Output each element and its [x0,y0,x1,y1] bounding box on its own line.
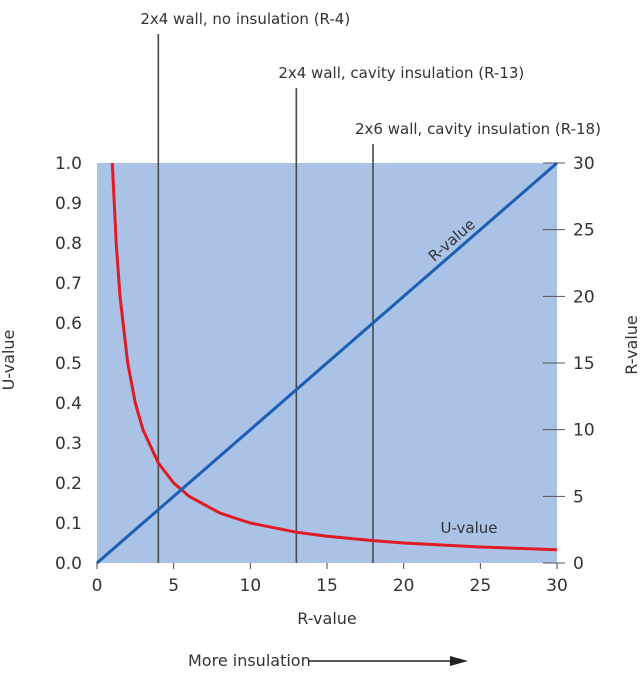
marker-label: 2x6 wall, cavity insulation (R-18) [355,120,601,138]
x-tick-label: 0 [92,576,103,596]
left-tick-label: 0.2 [55,474,82,494]
right-tick-label: 0 [573,554,584,574]
x-tick-label: 20 [393,576,415,596]
right-tick-label: 25 [573,221,595,241]
u-value-curve [110,162,558,552]
left-tick-label: 0.7 [55,274,82,294]
right-axis-ticks: 0 5 10 15 20 25 30 [543,154,595,574]
marker-labels: 2x4 wall, no insulation (R-4) 2x4 wall, c… [140,10,601,138]
left-tick-label: 0.0 [55,554,82,574]
left-tick-label: 0.3 [55,434,82,454]
left-tick-label: 0.9 [55,194,82,214]
left-tick-label: 1.0 [55,154,82,174]
left-axis-label: U-value [0,330,18,391]
right-axis-label: R-value [622,315,641,375]
right-tick-label: 10 [573,421,595,441]
x-tick-label: 10 [240,576,262,596]
right-tick-label: 15 [573,354,595,374]
left-tick-label: 0.1 [55,514,82,534]
marker-label: 2x4 wall, cavity insulation (R-13) [278,64,524,82]
marker-lines [157,34,374,563]
x-tick-label: 15 [316,576,338,596]
x-tick-label: 30 [546,576,568,596]
left-tick-label: 0.8 [55,234,82,254]
x-tick-label: 25 [470,576,492,596]
x-axis-label: R-value [297,609,357,628]
left-tick-label: 0.6 [55,314,82,334]
left-axis-ticks: 0.0 0.1 0.2 0.3 0.4 0.5 0.6 0.7 0.8 0.9 1.0 [55,154,82,574]
marker-label: 2x4 wall, no insulation (R-4) [140,10,350,28]
right-arrow-icon [308,656,468,666]
right-tick-label: 20 [573,287,595,307]
left-tick-label: 0.4 [55,394,82,414]
more-insulation-label: More insulation [188,651,311,670]
right-tick-label: 5 [573,487,584,507]
x-axis-ticks: 0 5 10 15 20 25 30 [92,563,568,596]
r-value-line [96,161,558,565]
u-value-curve-label: U-value [441,519,498,537]
x-tick-label: 5 [168,576,179,596]
right-tick-label: 30 [573,154,595,174]
left-tick-label: 0.5 [55,354,82,374]
